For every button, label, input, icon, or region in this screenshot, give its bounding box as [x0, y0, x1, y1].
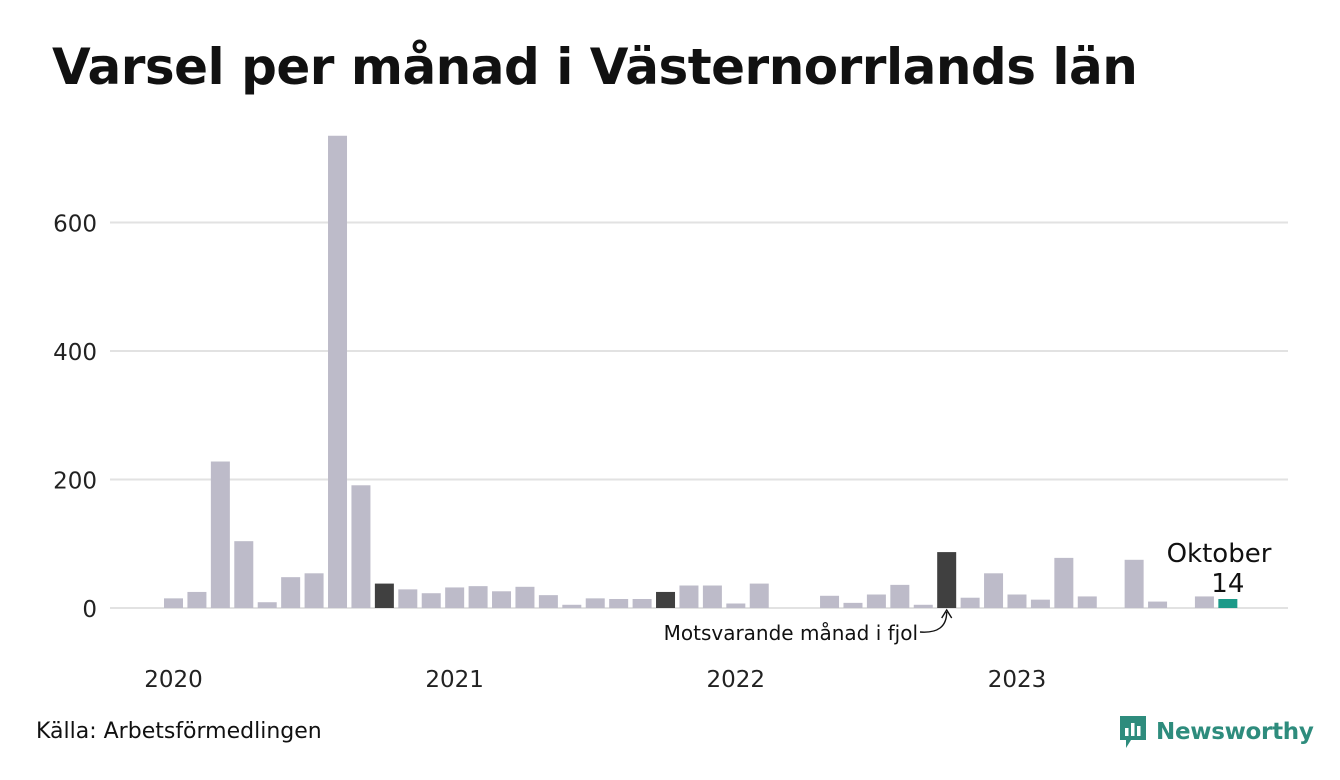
bar-2020-11: [398, 589, 418, 608]
x-axis-year-labels: 2020 2021 2022 2023: [144, 667, 1046, 693]
bar-2021-06: [562, 604, 582, 608]
comparison-arrow: [919, 611, 948, 633]
bar-2022-10: [937, 552, 957, 608]
bar-2021-03: [492, 591, 512, 608]
current-month-label: Oktober: [1167, 539, 1272, 569]
bar-2022-07: [866, 594, 886, 608]
bar-2021-11: [679, 585, 699, 608]
bar-2021-12: [702, 585, 722, 608]
bar-2021-05: [538, 595, 558, 608]
chart-title: Varsel per månad i Västernorrlands län: [52, 38, 1138, 96]
y-tick-label: 400: [53, 340, 97, 366]
x-year-label: 2020: [144, 667, 203, 693]
bar-2020-01: [164, 598, 183, 608]
bar-2021-01: [445, 587, 465, 608]
x-year-label: 2023: [988, 667, 1047, 693]
bar-2023-01: [1007, 594, 1027, 608]
bar-2020-02: [187, 591, 207, 608]
bar-2023-09: [1194, 596, 1214, 608]
x-year-label: 2022: [707, 667, 766, 693]
y-tick-label: 200: [53, 469, 97, 495]
bar-2021-02: [468, 586, 488, 608]
bars: [164, 135, 1238, 608]
bar-2020-06: [281, 577, 301, 608]
bar-2020-10: [374, 583, 394, 608]
bar-2020-09: [351, 485, 371, 608]
y-tick-label: 0: [82, 597, 97, 623]
source-note: Källa: Arbetsförmedlingen: [36, 719, 322, 744]
y-tick-label: 600: [53, 212, 97, 238]
bar-2023-07: [1148, 601, 1168, 608]
bar-2023-03: [1054, 557, 1074, 608]
bar-2021-09: [632, 599, 652, 608]
bar-2022-11: [960, 597, 980, 608]
bar-2021-08: [609, 599, 629, 608]
bar-2020-07: [304, 573, 324, 608]
bar-2022-01: [726, 603, 746, 608]
bar-2023-10: [1218, 599, 1238, 608]
bar-2021-04: [515, 586, 535, 608]
bar-2023-04: [1077, 596, 1097, 608]
bar-2022-09: [913, 604, 933, 608]
gridlines: [110, 221, 1288, 609]
bar-2020-05: [257, 602, 277, 608]
bar-2020-04: [234, 541, 254, 608]
bar-2022-12: [984, 573, 1004, 608]
brand-name: Newsworthy: [1156, 719, 1314, 745]
brand-logo: Newsworthy: [1118, 714, 1314, 750]
bar-2022-06: [843, 602, 863, 608]
comparison-arrowhead: [941, 608, 953, 619]
y-axis-ticks: 0 200 400 600: [53, 212, 97, 624]
bar-2022-05: [820, 595, 840, 608]
comparison-label: Motsvarande månad i fjol: [664, 621, 918, 645]
bar-2022-02: [749, 583, 769, 608]
current-value-label: 14: [1211, 569, 1244, 599]
bar-2020-12: [421, 593, 441, 608]
bar-2023-06: [1124, 559, 1144, 608]
bar-2020-03: [210, 461, 230, 608]
newsworthy-logo-icon: [1120, 716, 1146, 748]
bar-2023-02: [1030, 599, 1050, 608]
bar-2022-08: [890, 584, 910, 608]
bar-2021-10: [656, 591, 676, 608]
bar-2021-07: [585, 598, 605, 608]
x-year-label: 2021: [425, 667, 484, 693]
bar-2020-08: [328, 135, 348, 608]
